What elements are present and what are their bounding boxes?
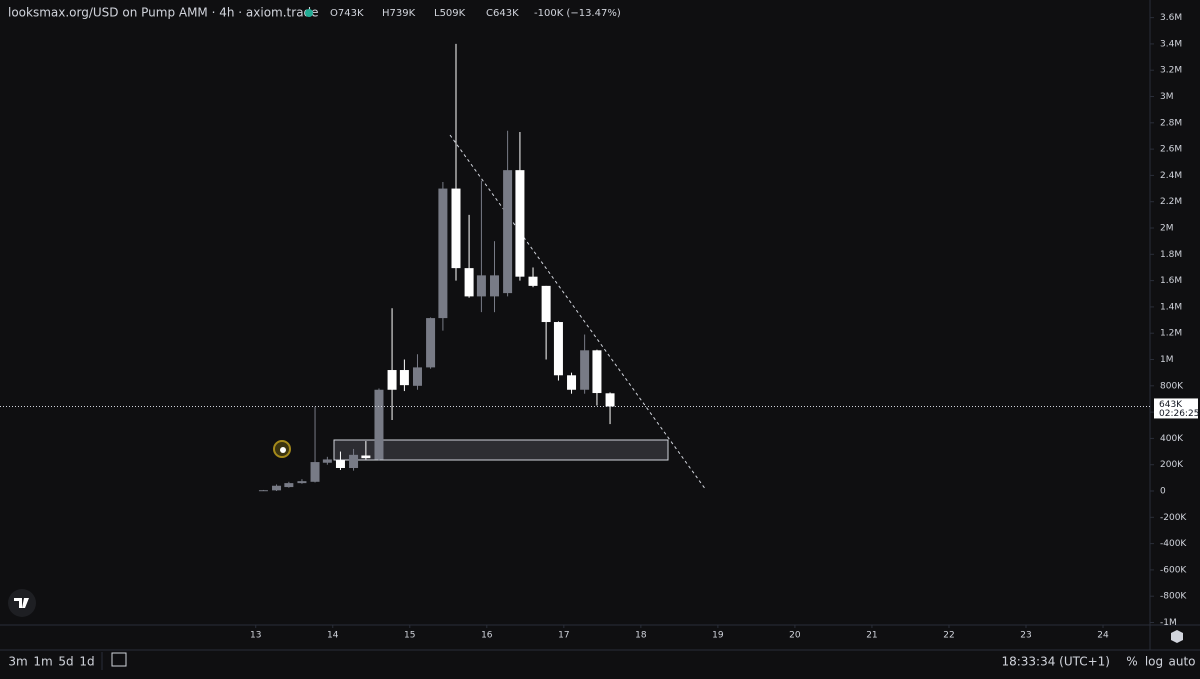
status-dot	[305, 9, 313, 17]
last-price-box	[1154, 398, 1198, 419]
scale-option[interactable]: %	[1126, 655, 1137, 669]
candle-body	[438, 188, 448, 319]
candle-body	[515, 170, 525, 277]
y-tick-label: -1M	[1160, 618, 1177, 628]
x-tick-label: 20	[789, 631, 801, 641]
y-tick-label: 400K	[1160, 434, 1184, 444]
candle-body	[322, 459, 332, 463]
y-tick-label: 1.8M	[1160, 250, 1182, 260]
clock: 18:33:34 (UTC+1)	[1001, 655, 1110, 669]
countdown-label: 02:26:25	[1159, 409, 1199, 419]
y-tick-label: 1.6M	[1160, 276, 1182, 286]
x-tick-label: 16	[481, 631, 493, 641]
candle-body	[399, 370, 409, 386]
y-tick-label: 3M	[1160, 92, 1174, 102]
y-tick-label: -200K	[1160, 513, 1187, 523]
ohlc-value: -100K (−13.47%)	[534, 8, 621, 19]
candle-body	[490, 275, 500, 297]
scale-option[interactable]: log	[1145, 655, 1163, 669]
x-tick-label: 13	[250, 631, 261, 641]
y-tick-label: 200K	[1160, 460, 1184, 470]
y-tick-label: 2.4M	[1160, 171, 1182, 181]
y-tick-label: -400K	[1160, 539, 1187, 549]
candle-body	[553, 322, 563, 376]
y-tick-label: 0	[1160, 487, 1166, 497]
y-tick-label: 2.8M	[1160, 118, 1182, 128]
y-tick-label: 3.2M	[1160, 66, 1182, 76]
range-button[interactable]: 1m	[33, 655, 52, 669]
candle-body	[567, 375, 577, 390]
candle-body	[361, 455, 371, 459]
y-tick-label: 2M	[1160, 224, 1174, 234]
y-tick-label: 2.6M	[1160, 145, 1182, 155]
candle-body	[580, 350, 590, 390]
y-tick-label: 3.4M	[1160, 39, 1182, 49]
ohlc-value: L509K	[434, 8, 466, 19]
candle-body	[541, 285, 551, 323]
candle-body	[476, 275, 486, 297]
candle-body	[605, 393, 615, 407]
x-tick-label: 19	[712, 631, 724, 641]
candle-body	[503, 170, 513, 294]
ohlc-value: H739K	[382, 8, 416, 19]
x-tick-label: 14	[327, 631, 339, 641]
candle-body	[349, 454, 359, 468]
candle-body	[592, 350, 602, 394]
x-tick-label: 15	[404, 631, 415, 641]
candle-body	[528, 276, 538, 286]
candle-body	[335, 460, 345, 468]
candle-body	[451, 188, 461, 269]
candle-body	[284, 483, 294, 488]
x-tick-label: 17	[558, 631, 569, 641]
x-tick-label: 18	[635, 631, 647, 641]
y-tick-label: 800K	[1160, 381, 1184, 391]
x-tick-label: 21	[866, 631, 877, 641]
zone-rectangle	[333, 439, 669, 461]
candle-body	[464, 268, 474, 297]
candle-body	[374, 389, 384, 460]
candle-body	[272, 485, 282, 491]
x-tick-label: 23	[1020, 631, 1031, 641]
candle-body	[310, 462, 320, 482]
y-tick-label: -600K	[1160, 565, 1187, 575]
ohlc-value: O743K	[330, 8, 364, 19]
y-tick-label: 2.2M	[1160, 197, 1182, 207]
range-button[interactable]: 1d	[79, 655, 94, 669]
trend-line	[449, 134, 707, 491]
candle-body	[258, 490, 268, 492]
range-button[interactable]: 5d	[58, 655, 73, 669]
x-tick-label: 22	[943, 631, 954, 641]
y-tick-label: 3.6M	[1160, 13, 1182, 23]
y-tick-label: -800K	[1160, 592, 1187, 602]
date-range-icon[interactable]	[111, 652, 127, 667]
candle-body	[387, 370, 397, 390]
y-tick-label: 1.4M	[1160, 302, 1182, 312]
last-price-label: 643K	[1159, 400, 1183, 410]
candle-body	[297, 481, 307, 484]
x-tick-label: 24	[1097, 631, 1109, 641]
tv-logo-mark	[14, 598, 29, 608]
candle-body	[412, 367, 422, 386]
y-tick-label: 1M	[1160, 355, 1174, 365]
ohlc-value: C643K	[486, 8, 519, 19]
chart-title: looksmax.org/USD on Pump AMM · 4h · axio…	[8, 6, 319, 20]
scale-option[interactable]: auto	[1168, 655, 1195, 669]
range-button[interactable]: 3m	[8, 655, 27, 669]
y-tick-label: 1.2M	[1160, 329, 1182, 339]
event-badge-dot	[280, 447, 286, 453]
candle-body	[426, 318, 436, 368]
settings-icon[interactable]	[1171, 630, 1183, 643]
